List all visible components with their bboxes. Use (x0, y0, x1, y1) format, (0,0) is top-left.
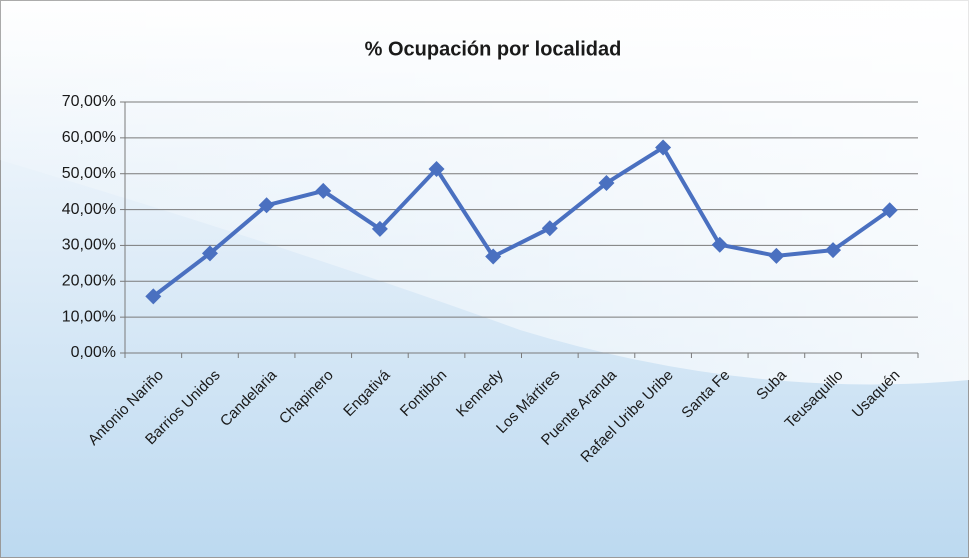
marker (371, 220, 388, 237)
marker (485, 248, 502, 265)
marker (541, 220, 558, 237)
marker (201, 245, 218, 262)
line (152, 145, 891, 298)
marker (315, 182, 332, 199)
marker (428, 161, 445, 178)
swoosh (0, 0, 969, 385)
marker (825, 242, 842, 259)
marker (145, 288, 162, 305)
y-tick-label: 20,00% (62, 273, 116, 290)
marker (711, 236, 728, 253)
chart-title: % Ocupación por localidad (365, 38, 622, 60)
y-tick-label: 0,00% (71, 344, 116, 361)
y-tick-label: 10,00% (62, 308, 116, 325)
marker (655, 139, 672, 156)
y-tick-label: 50,00% (62, 165, 116, 182)
marker (768, 247, 785, 264)
y-tick-label: 60,00% (62, 129, 116, 146)
marker (258, 197, 275, 214)
marker (881, 202, 898, 219)
y-tick-label: 30,00% (62, 237, 116, 254)
y-tick-label: 40,00% (62, 201, 116, 218)
marker (598, 175, 615, 192)
y-tick-label: 70,00% (62, 93, 116, 110)
